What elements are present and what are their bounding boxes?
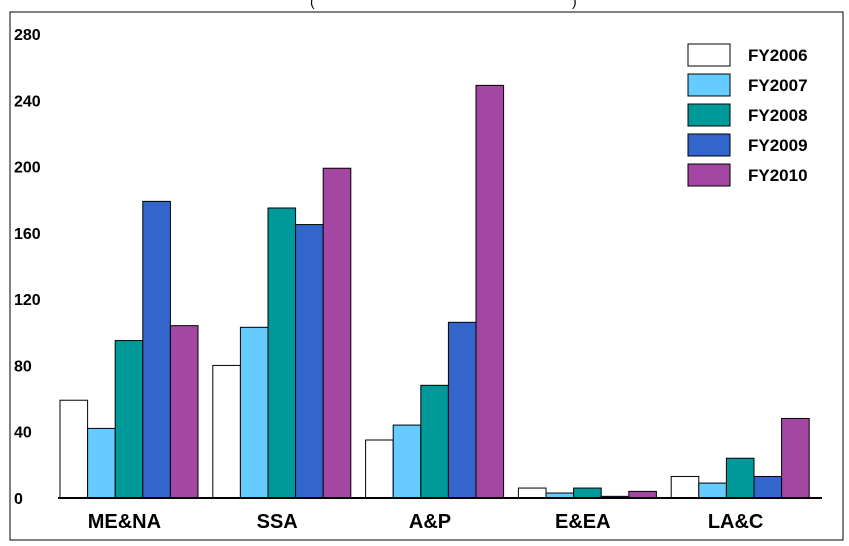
legend-label-fy2010: FY2010 (748, 166, 808, 185)
legend: FY2006 FY2007 FY2008 FY2009 FY2010 (687, 43, 808, 187)
y-tick-label: 120 (14, 292, 41, 309)
y-tick-label: 40 (14, 425, 32, 442)
bar-fy2008-4 (725, 457, 755, 499)
bar-fy2006-2 (365, 439, 394, 499)
bar-fy2006-4 (670, 475, 700, 499)
legend-swatch-fy2006 (687, 43, 731, 67)
bar-fy2008-1 (267, 207, 297, 499)
bar-fy2006-1 (212, 364, 241, 499)
y-tick-label: 160 (14, 226, 41, 243)
legend-swatch-fy2007 (687, 73, 731, 97)
y-tick-label: 80 (14, 358, 32, 375)
legend-label-fy2009: FY2009 (748, 136, 808, 155)
bar-fy2008-2 (420, 384, 449, 499)
x-axis-ticks: ME&NA SSA A&P E&EA LA&C (88, 511, 764, 533)
y-tick-label: 240 (14, 93, 41, 110)
title-fragment-left: ( (310, 0, 315, 9)
y-tick-label: 200 (14, 160, 41, 177)
bar-fy2007-4 (698, 482, 727, 499)
chart-frame (9, 11, 844, 541)
legend-swatch-fy2009 (687, 133, 731, 157)
legend-label-fy2007: FY2007 (748, 76, 808, 95)
bar-fy2009-0 (142, 200, 171, 499)
bar-fy2006-0 (59, 399, 89, 499)
bar-fy2008-3 (573, 487, 602, 499)
bar-fy2010-2 (475, 84, 505, 499)
bar-fy2009-4 (753, 475, 783, 499)
x-tick-label: ME&NA (88, 511, 161, 533)
x-tick-label: SSA (257, 511, 298, 533)
bar-fy2007-1 (239, 326, 269, 499)
bar-fy2009-1 (295, 224, 324, 499)
y-axis-ticks: 0 40 80 120 160 200 240 280 (14, 27, 41, 508)
legend-label-fy2008: FY2008 (748, 106, 808, 125)
x-tick-label: A&P (409, 511, 451, 533)
bar-fy2010-0 (169, 325, 199, 499)
title-fragment-right: ) (572, 0, 577, 9)
y-tick-label: 0 (14, 491, 23, 508)
y-tick-label: 280 (14, 27, 41, 44)
bar-fy2010-4 (781, 417, 810, 499)
legend-swatch-fy2008 (687, 103, 731, 127)
x-tick-label: E&EA (555, 511, 611, 533)
bar-fy2006-3 (517, 487, 547, 499)
bar-fy2009-2 (447, 321, 477, 499)
bar-fy2007-2 (392, 424, 422, 499)
legend-swatch-fy2010 (687, 163, 731, 187)
bar-fy2010-1 (322, 167, 352, 499)
legend-label-fy2006: FY2006 (748, 46, 808, 65)
bar-fy2007-0 (87, 427, 116, 499)
x-tick-label: LA&C (708, 511, 764, 533)
bar-fy2008-0 (114, 340, 144, 499)
